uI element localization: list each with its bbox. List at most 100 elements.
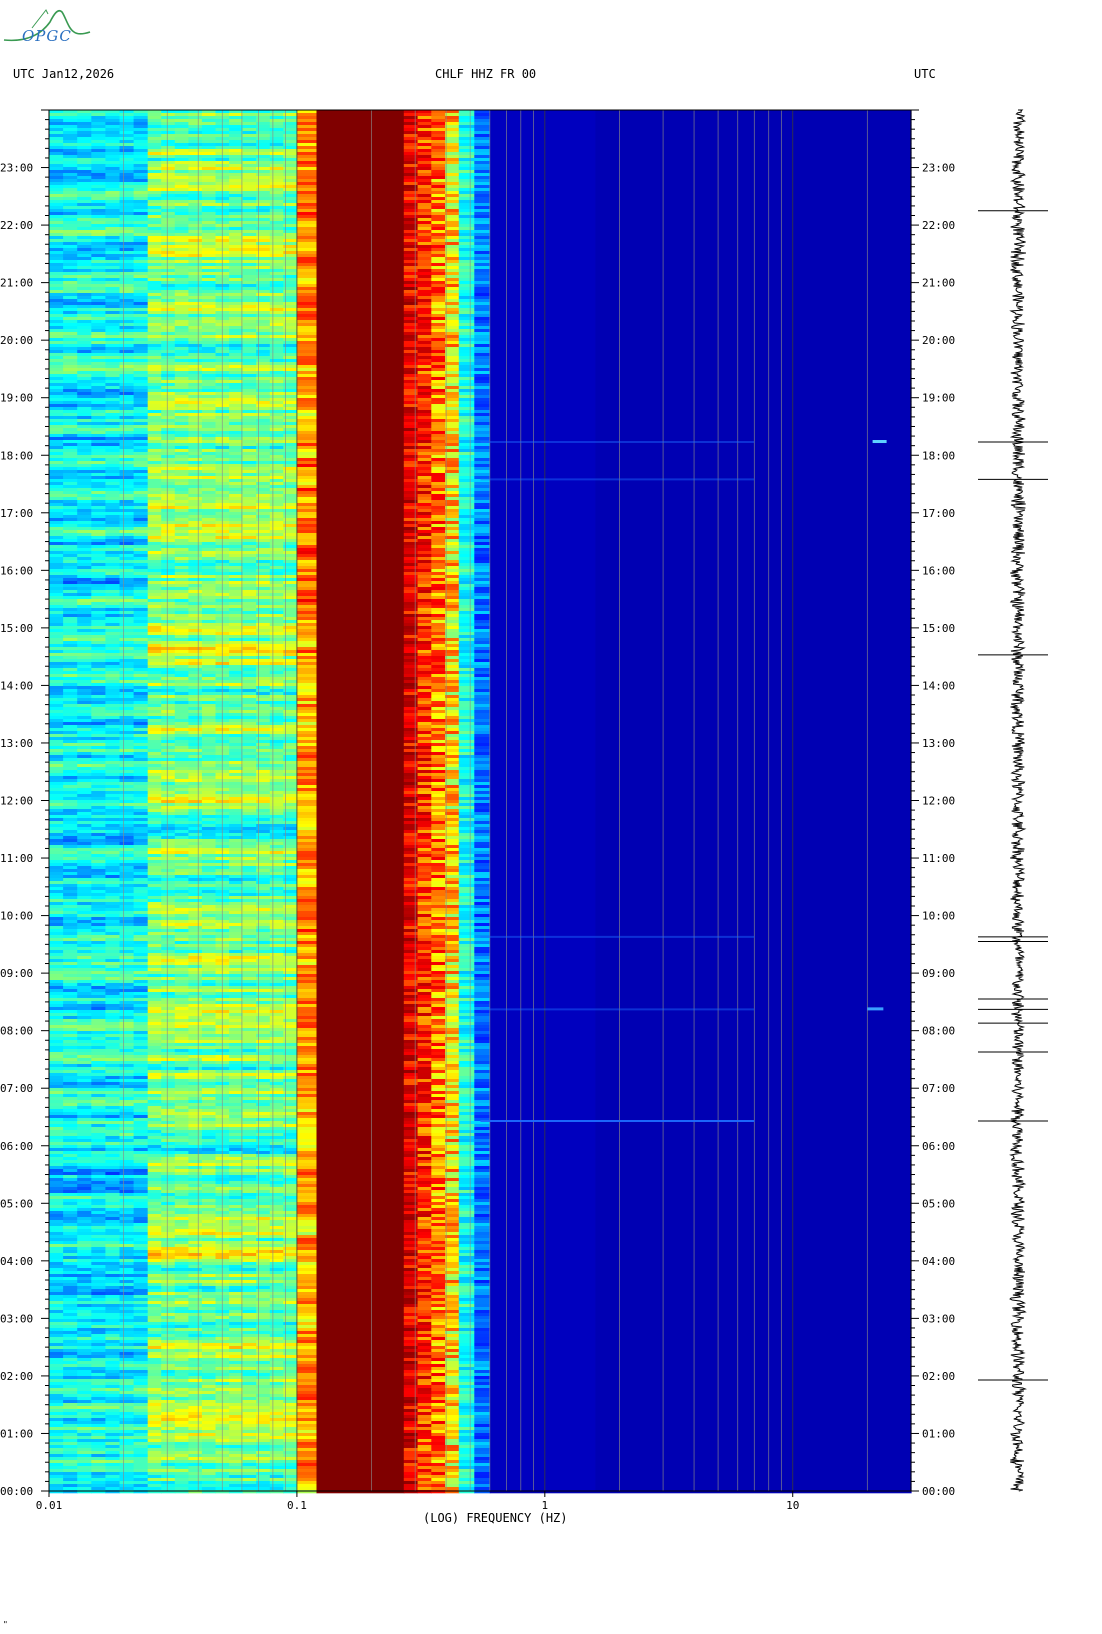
spectrogram-cell [242, 407, 257, 411]
spectrogram-cell [63, 197, 78, 201]
spectrogram-cell [105, 1463, 121, 1467]
spectrogram-cell [133, 1475, 149, 1479]
spectrogram-cell [91, 149, 106, 153]
spectrogram-cell [77, 1019, 92, 1023]
spectrogram-cell [242, 323, 257, 327]
spectrogram-cell [77, 218, 92, 222]
spectrogram-cell [91, 554, 106, 558]
spectrogram-cell [49, 512, 64, 516]
spectrogram-cell [133, 1085, 149, 1089]
spectrogram-cell [49, 584, 64, 588]
spectrogram-cell [91, 197, 106, 201]
spectrogram-cell [91, 344, 106, 348]
spectrogram-cell [161, 362, 176, 366]
spectrogram-cell [63, 1019, 78, 1023]
spectrogram-cell [91, 488, 106, 492]
spectrogram-cell [119, 671, 135, 675]
spectrogram-cell [91, 239, 106, 243]
spectrogram-cell [105, 737, 121, 741]
spectrogram-cell [77, 893, 92, 897]
spectrogram-cell [283, 320, 298, 324]
spectrogram-cell [119, 404, 135, 408]
spectrogram-cell [91, 806, 106, 810]
spectrogram-cell [49, 1226, 64, 1230]
spectrogram-cell [77, 326, 92, 330]
spectrogram-cell [105, 470, 121, 474]
spectrogram-cell [269, 524, 284, 528]
spectrogram-cell [49, 428, 64, 432]
spectrogram-cell [63, 1307, 78, 1311]
spectrogram-cell [77, 248, 92, 252]
spectrogram-cell [105, 503, 121, 507]
spectrogram-cell [77, 1199, 92, 1203]
spectrogram-cell [242, 218, 257, 222]
spectrogram-cell [49, 1136, 64, 1140]
spectrogram-cell [256, 266, 271, 270]
spectrogram-cell [49, 1091, 64, 1095]
spectrogram-cell [119, 1298, 135, 1302]
spectrogram-cell [201, 503, 217, 507]
spectrogram-cell [91, 833, 106, 837]
spectrogram-cell [105, 1433, 121, 1437]
spectrogram-cell [119, 263, 135, 267]
spectrogram-cell [63, 131, 78, 135]
spectrogram-cell [77, 191, 92, 195]
spectrogram-cell [133, 167, 149, 171]
spectrogram-cell [229, 365, 244, 369]
spectrogram-cell [49, 908, 64, 912]
spectrogram-cell [105, 1406, 121, 1410]
spectrogram-cell [119, 974, 135, 978]
spectrogram-cell [63, 149, 78, 153]
spectrogram-cell [91, 497, 106, 501]
spectrogram-cell [119, 1169, 135, 1173]
spectrogram-cell [63, 1118, 78, 1122]
spectrogram-cell [91, 1286, 106, 1290]
spectrogram-cell [77, 965, 92, 969]
spectrogram-cell [63, 1070, 78, 1074]
spectrogram-cell [77, 1436, 92, 1440]
spectrogram-cell [49, 758, 64, 762]
spectrogram-cell [91, 773, 106, 777]
spectrogram-cell [105, 428, 121, 432]
spectrogram-cell [119, 998, 135, 1002]
spectrogram-cell [283, 185, 298, 189]
spectrogram-cell [63, 1142, 78, 1146]
spectrogram-cell [133, 665, 149, 669]
spectrogram-cell [147, 545, 162, 549]
spectrogram-cell [105, 185, 121, 189]
spectrogram-cell [242, 239, 257, 243]
spectrogram-cell [63, 260, 78, 264]
spectrogram-cell [77, 167, 92, 171]
spectrogram-cell [49, 368, 64, 372]
spectrogram-cell [188, 284, 203, 288]
spectrogram-cell [147, 176, 162, 180]
spectrogram-cell [174, 539, 189, 543]
spectrogram-cell [63, 347, 78, 351]
spectrogram-cell [256, 341, 271, 345]
spectrogram-cell [91, 1331, 106, 1335]
spectrogram-cell [105, 134, 121, 138]
spectrogram-cell [256, 518, 271, 522]
spectrogram-cell [49, 509, 64, 513]
spectrogram-cell [77, 593, 92, 597]
spectrogram-cell [105, 464, 121, 468]
spectrogram-cell [91, 710, 106, 714]
spectrogram-cell [105, 575, 121, 579]
spectrogram-cell [242, 272, 257, 276]
spectrogram-cell [256, 467, 271, 471]
spectrogram-cell [77, 1265, 92, 1269]
spectrogram-cell [49, 875, 64, 879]
spectrogram-cell [63, 530, 78, 534]
spectrogram-cell [269, 404, 284, 408]
spectrogram-cell [91, 518, 106, 522]
spectrogram-cell [119, 188, 135, 192]
spectrogram-cell [49, 920, 64, 924]
spectrogram-cell [105, 1133, 121, 1137]
spectrogram-cell [229, 392, 244, 396]
spectrogram-cell [91, 1334, 106, 1338]
spectrogram-cell [105, 794, 121, 798]
spectrogram-cell [91, 1382, 106, 1386]
spectrogram-cell [77, 206, 92, 210]
spectrogram-cell [77, 335, 92, 339]
spectrogram-cell [91, 1238, 106, 1242]
